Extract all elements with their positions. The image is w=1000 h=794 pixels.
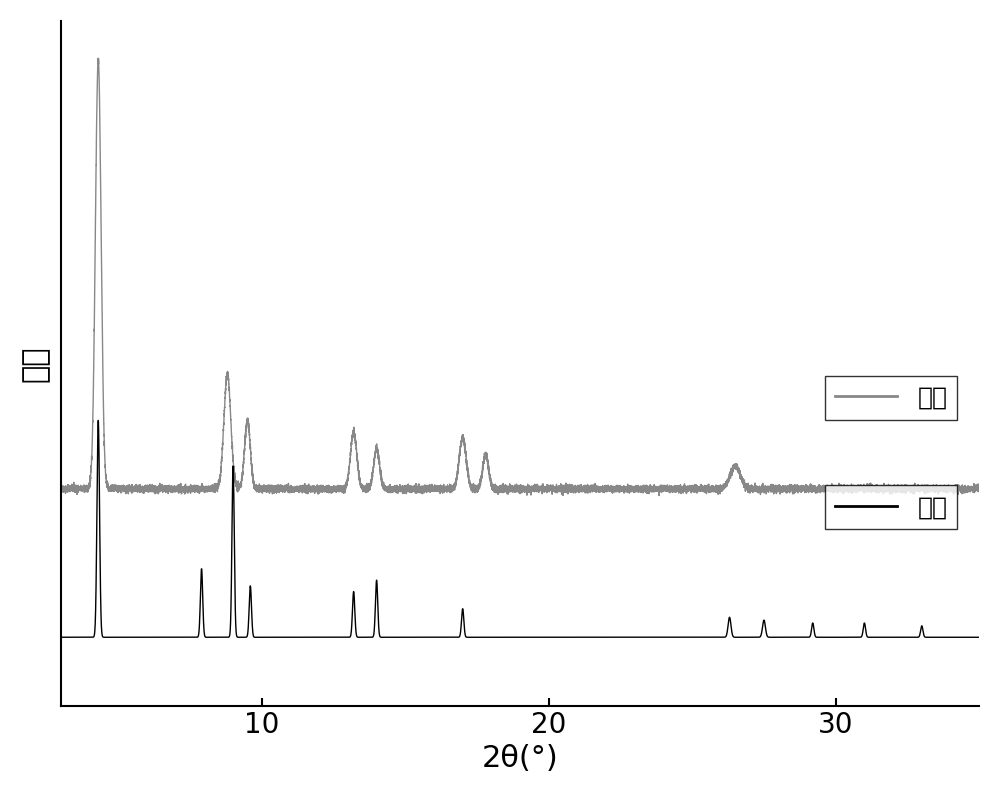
Legend: 模拟: 模拟 [825,485,957,530]
Y-axis label: 强度: 强度 [21,345,50,382]
X-axis label: 2θ(°): 2θ(°) [482,744,558,773]
